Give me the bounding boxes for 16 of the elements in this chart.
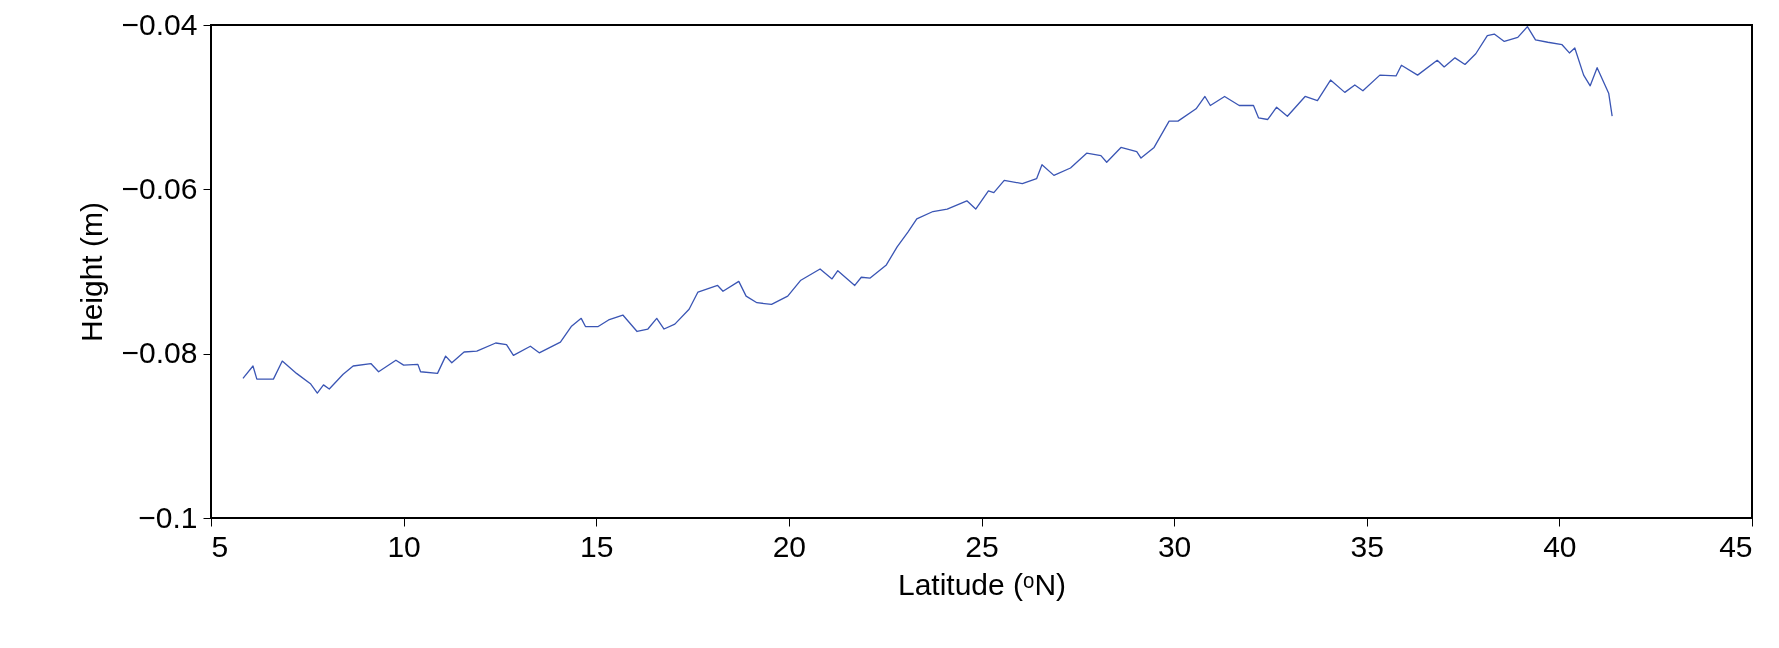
y-tick-label: −0.06	[121, 171, 198, 205]
y-tick-label: −0.1	[138, 500, 198, 534]
x-tick-label: 40	[1543, 529, 1577, 563]
x-tick-label: 20	[772, 529, 807, 563]
y-axis-title: Height (m)	[74, 201, 108, 343]
y-tick-label: −0.04	[121, 7, 198, 41]
x-tick-label: 35	[1350, 529, 1384, 563]
x-tick-label: 45	[1719, 529, 1753, 563]
x-axis-title: Latitude (ᵒN)	[897, 567, 1067, 601]
x-tick-label: 10	[387, 529, 421, 563]
x-tick-label: 5	[211, 529, 229, 563]
y-tick-label: −0.08	[121, 336, 198, 370]
line-series	[242, 25, 1613, 394]
x-tick-label: 15	[580, 529, 614, 563]
x-tick-label: 25	[965, 529, 999, 563]
x-tick-label: 30	[1157, 529, 1192, 563]
